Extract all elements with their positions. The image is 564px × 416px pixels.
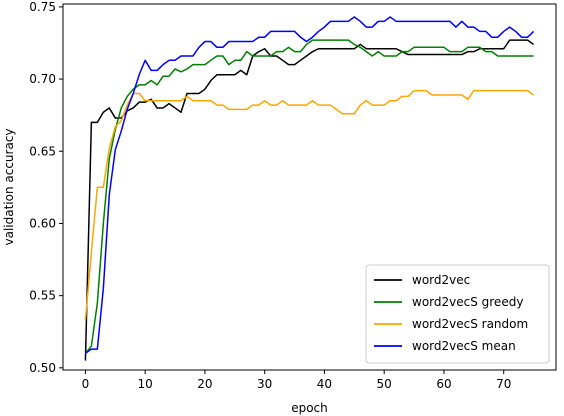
y-tick-label-0: 0.50	[29, 361, 56, 375]
legend-label-3: word2vecS mean	[412, 339, 516, 353]
x-tick-label-6: 60	[436, 377, 451, 391]
y-tick-label-4: 0.70	[29, 72, 56, 86]
x-tick-label-0: 0	[82, 377, 90, 391]
y-tick-label-2: 0.60	[29, 216, 56, 230]
y-tick-label-3: 0.65	[29, 144, 56, 158]
x-tick-label-5: 50	[377, 377, 392, 391]
y-tick-label-1: 0.55	[29, 289, 56, 303]
x-axis-label: epoch	[291, 401, 328, 415]
legend: word2vec word2vecS greedy word2vecS random…	[365, 264, 550, 364]
x-tick-label-2: 20	[197, 377, 212, 391]
series-line-1	[84, 39, 534, 354]
series-line-2	[84, 89, 535, 321]
x-tick-label-4: 40	[317, 377, 332, 391]
legend-label-0: word2vec	[412, 273, 470, 287]
legend-label-2: word2vecS random	[412, 317, 528, 331]
x-tick-label-7: 70	[496, 377, 511, 391]
plot-frame	[62, 3, 557, 371]
x-tick-label-1: 10	[138, 377, 153, 391]
series-line-3	[84, 16, 535, 355]
legend-label-1: word2vecS greedy	[412, 295, 523, 309]
legend-box	[365, 264, 550, 364]
series-layer	[84, 16, 535, 361]
y-tick-label-5: 0.75	[29, 0, 56, 14]
y-axis-label: validation accuracy	[2, 128, 16, 245]
y-axis: 0.50 0.55 0.60 0.65 0.70 0.75	[29, 0, 63, 375]
series-line-0	[84, 39, 535, 361]
x-axis: 0 10 20 30 40 50 60 70	[82, 370, 511, 391]
x-tick-label-3: 30	[257, 377, 272, 391]
